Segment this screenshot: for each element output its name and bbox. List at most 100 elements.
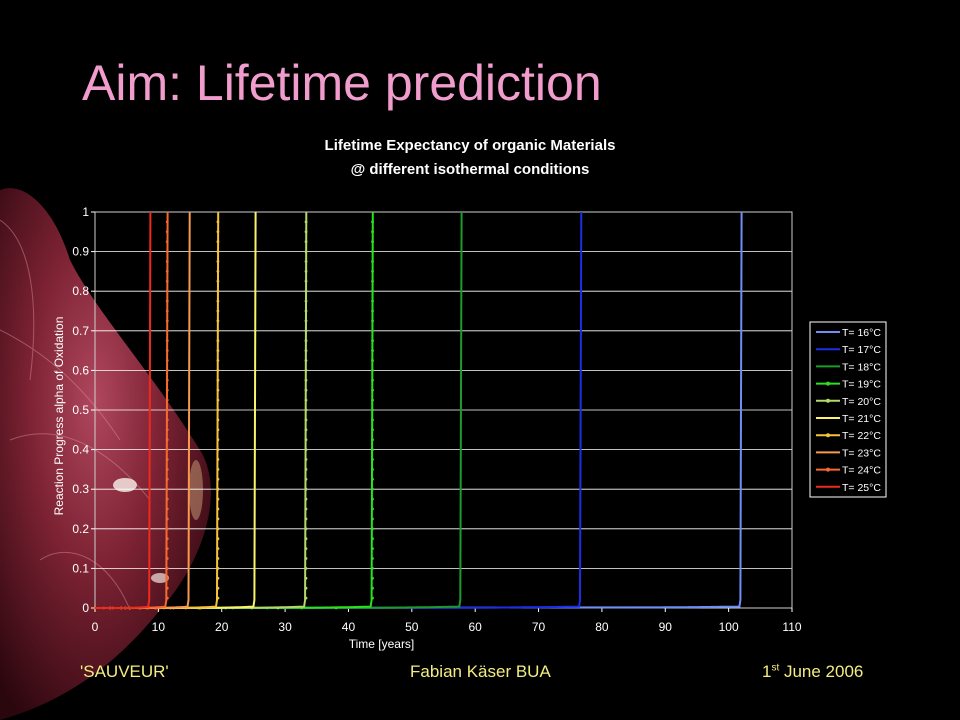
series-marker-3-2 — [371, 230, 374, 234]
series-marker-3-29 — [371, 497, 374, 501]
series-marker-6-7 — [216, 279, 220, 283]
series-marker-8-20 — [165, 408, 169, 412]
series-marker-8-13 — [165, 339, 169, 343]
series-marker-8-10 — [165, 309, 169, 313]
series-marker-3-31 — [371, 517, 374, 521]
series-marker-8-35 — [165, 557, 169, 560]
y-tick-label: 0.5 — [72, 403, 89, 417]
footer-date-day: 1 — [762, 662, 772, 681]
series-marker-3-34 — [371, 547, 374, 550]
series-marker-6-6 — [216, 270, 220, 273]
x-tick-label: 70 — [532, 620, 546, 634]
series-marker-3-8 — [371, 289, 374, 293]
series-marker-4-1 — [304, 220, 308, 224]
series-marker-6-11 — [216, 319, 220, 323]
series-marker-3-21 — [371, 418, 374, 422]
series-marker-3-19 — [371, 398, 374, 402]
series-marker-6-31 — [216, 517, 220, 521]
series-marker-4-27 — [304, 477, 308, 481]
series-marker-6-39 — [216, 596, 220, 600]
series-marker-4-7 — [304, 279, 308, 283]
series-marker-8-16 — [165, 369, 169, 372]
chart-title-block: Lifetime Expectancy of organic Materials… — [250, 134, 690, 182]
series-marker-8-26 — [165, 468, 169, 471]
leather-sample-image — [0, 188, 211, 720]
series-marker-3-32 — [371, 527, 374, 531]
series-marker-3-26 — [371, 468, 374, 471]
series-marker-3-23 — [371, 438, 374, 442]
footer-project: 'SAUVEUR' — [80, 662, 169, 681]
y-tick-label: 0.6 — [72, 363, 89, 377]
series-marker-4-9 — [304, 299, 308, 303]
series-marker-6-36 — [216, 567, 220, 570]
series-marker-6-28 — [216, 487, 220, 491]
series-marker-8-6 — [165, 270, 169, 273]
legend-marker-4 — [826, 398, 830, 403]
x-tick-label: 50 — [405, 620, 419, 634]
series-marker-6-38 — [216, 586, 220, 590]
footer-date-suffix: st — [771, 662, 780, 674]
series-marker-8-39 — [165, 596, 169, 600]
x-tick-label: 90 — [659, 620, 673, 634]
series-marker-6-30 — [216, 507, 220, 511]
series-marker-3-9 — [371, 299, 374, 303]
series-marker-4-23 — [304, 438, 308, 442]
series-marker-6-2 — [216, 230, 220, 234]
series-marker-3-12 — [371, 329, 374, 333]
series-marker-4-35 — [304, 557, 308, 560]
x-tick-label: 30 — [278, 620, 292, 634]
series-marker-3-35 — [371, 557, 374, 560]
series-marker-8-30 — [165, 507, 169, 511]
legend-label: T= 25°C — [842, 482, 881, 494]
x-tick-label: 60 — [469, 620, 483, 634]
series-marker-6-27 — [216, 477, 220, 481]
series-marker-8-14 — [165, 349, 169, 352]
series-marker-3-6 — [371, 270, 374, 273]
y-axis-label: Reaction Progress alpha of Oxidation — [52, 317, 66, 516]
series-marker-4-34 — [304, 547, 308, 550]
series-marker-3-33 — [371, 537, 374, 541]
series-marker-4-3 — [304, 240, 308, 244]
series-marker-8-31 — [165, 517, 169, 521]
series-marker-3-13 — [371, 339, 374, 343]
chart-title: Lifetime Expectancy of organic Materials — [324, 137, 616, 154]
y-tick-label: 1 — [82, 205, 89, 219]
legend-label: T= 17°C — [842, 344, 881, 356]
series-marker-4-22 — [304, 428, 308, 432]
series-marker-3-7 — [371, 279, 374, 283]
series-marker-8-21 — [165, 418, 169, 422]
series-marker-6-18 — [216, 388, 220, 392]
y-tick-label: 0.2 — [72, 522, 89, 536]
series-marker-8-2 — [165, 230, 169, 234]
series-marker-6-25 — [216, 458, 220, 461]
series-marker-4-26 — [304, 468, 308, 471]
series-marker-4-28 — [304, 487, 308, 491]
series-marker-4-10 — [304, 309, 308, 313]
series-marker-6-29 — [216, 497, 220, 501]
footer-date-rest: June 2006 — [779, 662, 864, 681]
series-marker-8-5 — [165, 260, 169, 263]
legend-box — [809, 321, 887, 498]
series-marker-8-24 — [165, 448, 169, 451]
series-marker-8-18 — [165, 388, 169, 392]
series-marker-3-28 — [371, 487, 374, 491]
x-axis-label: Time [years] — [349, 637, 415, 651]
series-marker-4-21 — [304, 418, 308, 422]
series-marker-8-19 — [165, 398, 169, 402]
y-tick-label: 0.9 — [72, 245, 89, 259]
series-marker-3-10 — [371, 309, 374, 313]
series-marker-4-6 — [304, 270, 308, 273]
series-marker-6-5 — [216, 260, 220, 263]
x-tick-label: 10 — [152, 620, 166, 634]
series-marker-3-39 — [371, 596, 374, 600]
series-marker-3-18 — [371, 388, 374, 392]
series-marker-8-22 — [165, 428, 169, 432]
series-marker-6-34 — [216, 547, 220, 550]
series-marker-3-1 — [371, 220, 374, 224]
series-marker-8-36 — [165, 567, 169, 570]
series-marker-3-16 — [371, 369, 374, 372]
legend-label: T= 21°C — [842, 413, 881, 425]
y-tick-label: 0.1 — [72, 561, 89, 575]
series-marker-4-16 — [304, 369, 308, 372]
series-marker-6-22 — [216, 428, 220, 432]
